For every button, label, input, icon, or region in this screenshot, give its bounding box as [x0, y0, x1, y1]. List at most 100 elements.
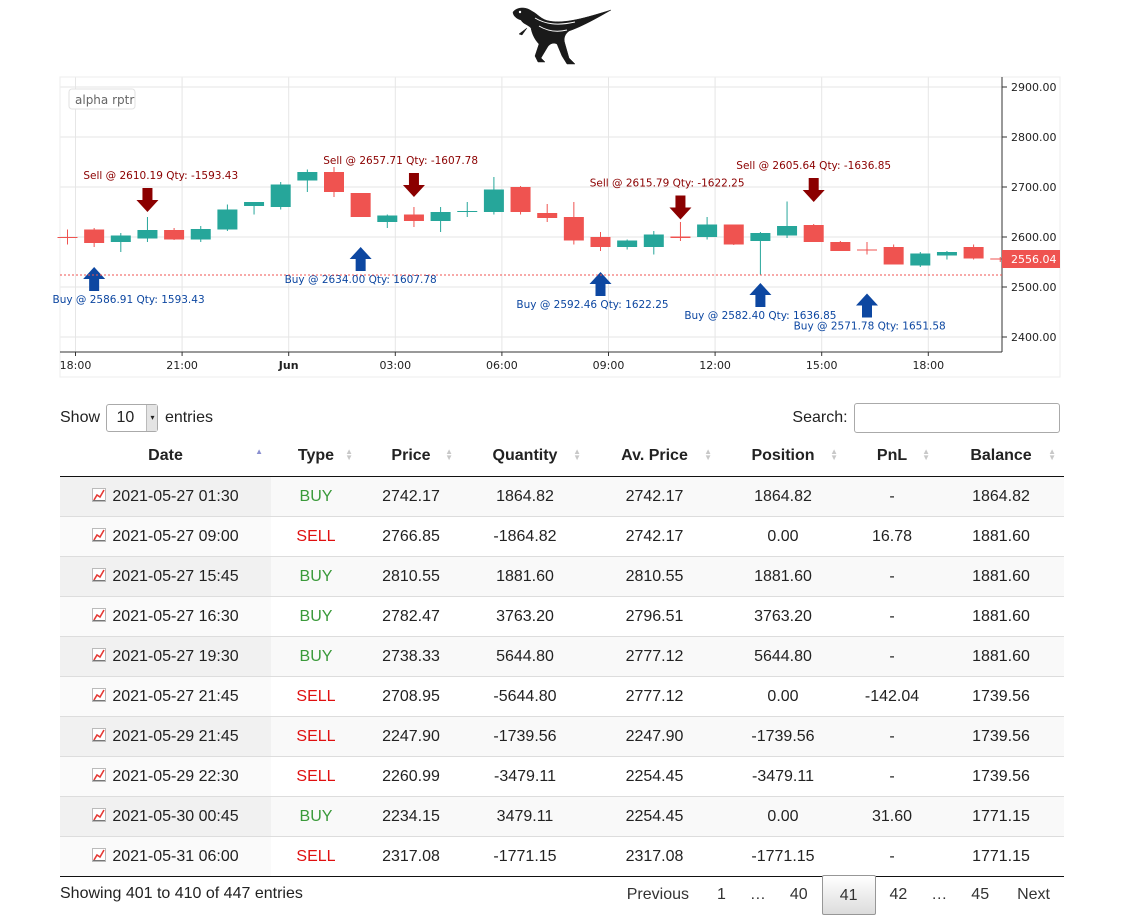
candle — [963, 244, 984, 260]
candle-body — [457, 211, 478, 212]
cell-av-price: 2254.45 — [589, 796, 720, 837]
candle — [750, 232, 771, 275]
plot-area-border — [59, 76, 1061, 378]
chart-link-icon[interactable] — [92, 767, 107, 782]
column-header-price[interactable]: Price ▲ ▼ — [361, 436, 461, 477]
candle-body — [777, 226, 798, 236]
chart-link-icon[interactable] — [92, 607, 107, 622]
cell-date[interactable]: 2021-05-29 21:45 — [60, 716, 271, 757]
sort-icon: ▲ ▼ — [445, 447, 453, 462]
chart-link-icon[interactable] — [92, 527, 107, 542]
page-button-42[interactable]: 42 — [889, 886, 908, 903]
candle — [430, 207, 451, 232]
candle-body — [84, 229, 105, 243]
entries-per-page-select[interactable]: 10 ▾ — [106, 403, 159, 432]
chart-axes: 2400.00 2500.00 2600.00 2700.00 2800.00 2900.… — [60, 77, 1060, 372]
candle-body — [643, 234, 664, 247]
y-tick-label: 2400.00 — [1011, 331, 1057, 344]
candle-body — [590, 237, 611, 247]
chart-link-icon[interactable] — [92, 687, 107, 702]
page-button-40[interactable]: 40 — [789, 886, 808, 903]
cell-balance: 1771.15 — [938, 836, 1064, 877]
previous-page-button[interactable]: Previous — [626, 886, 689, 903]
column-header-date[interactable]: Date ▲ — [60, 436, 271, 477]
cell-date[interactable]: 2021-05-27 16:30 — [60, 596, 271, 637]
table-row[interactable]: 2021-05-27 09:00 SELL 2766.85 -1864.82 2742.… — [60, 516, 1064, 557]
candle-body — [750, 233, 771, 241]
cell-type: SELL — [271, 676, 361, 717]
cell-date[interactable]: 2021-05-30 00:45 — [60, 796, 271, 837]
cell-date[interactable]: 2021-05-31 06:00 — [60, 836, 271, 877]
candle — [137, 217, 158, 242]
page-button-45[interactable]: 45 — [971, 886, 990, 903]
candle — [164, 228, 185, 240]
candle-body — [297, 172, 318, 181]
cell-av-price: 2810.55 — [589, 556, 720, 597]
sell-signal: Sell @ 2657.71 Qty: -1607.78 — [323, 155, 478, 197]
x-tick-label: 18:00 — [912, 359, 944, 372]
sell-signal: Sell @ 2610.19 Qty: -1593.43 — [83, 170, 238, 212]
chart-link-icon[interactable] — [92, 807, 107, 822]
cell-date[interactable]: 2021-05-27 19:30 — [60, 636, 271, 677]
column-header-type[interactable]: Type ▲ ▼ — [271, 436, 361, 477]
cell-pnl: - — [846, 716, 938, 757]
chart-link-icon[interactable] — [92, 647, 107, 662]
cell-av-price: 2777.12 — [589, 676, 720, 717]
next-page-button[interactable]: Next — [1017, 886, 1050, 903]
table-row[interactable]: 2021-05-27 16:30 BUY 2782.47 3763.20 2796.51… — [60, 596, 1064, 637]
candle — [57, 229, 78, 245]
candle — [830, 241, 851, 251]
chart-link-icon[interactable] — [92, 727, 107, 742]
column-header-balance[interactable]: Balance ▲ ▼ — [938, 436, 1064, 477]
cell-date[interactable]: 2021-05-29 22:30 — [60, 756, 271, 797]
page-button-1[interactable]: 1 — [717, 886, 726, 903]
chart-link-icon[interactable] — [92, 567, 107, 582]
table-row[interactable]: 2021-05-29 21:45 SELL 2247.90 -1739.56 2247.… — [60, 716, 1064, 757]
table-row[interactable]: 2021-05-31 06:00 SELL 2317.08 -1771.15 2317.… — [60, 836, 1064, 877]
chart-link-icon[interactable] — [92, 487, 107, 502]
candle-body — [57, 237, 78, 238]
x-tick-label: 18:00 — [60, 359, 92, 372]
table-row[interactable]: 2021-05-30 00:45 BUY 2234.15 3479.11 2254.45… — [60, 796, 1064, 837]
cell-balance: 1881.60 — [938, 596, 1064, 637]
price-chart[interactable]: alpha rptr Buy @ 2586.91 Qty: 1593.43 Sel… — [0, 0, 1121, 385]
column-header-position[interactable]: Position ▲ ▼ — [720, 436, 846, 477]
column-header-pnl[interactable]: PnL ▲ ▼ — [846, 436, 938, 477]
table-row[interactable]: 2021-05-27 01:30 BUY 2742.17 1864.82 2742.17… — [60, 476, 1064, 517]
cell-av-price: 2742.17 — [589, 516, 720, 557]
cell-balance: 1881.60 — [938, 516, 1064, 557]
chart-link-icon[interactable] — [92, 847, 107, 862]
table-row[interactable]: 2021-05-27 15:45 BUY 2810.55 1881.60 2810.55… — [60, 556, 1064, 597]
cell-price: 2234.15 — [361, 796, 461, 837]
trade-date: 2021-05-27 16:30 — [112, 607, 239, 625]
page-button-41[interactable]: 41 — [821, 875, 876, 915]
candle-body — [403, 214, 424, 221]
cell-date[interactable]: 2021-05-27 15:45 — [60, 556, 271, 597]
candle-body — [190, 229, 211, 240]
table-row[interactable]: 2021-05-27 19:30 BUY 2738.33 5644.80 2777.12… — [60, 636, 1064, 677]
cell-av-price: 2742.17 — [589, 476, 720, 517]
cell-position: 5644.80 — [720, 636, 846, 677]
candle — [883, 244, 904, 265]
candle — [217, 204, 238, 231]
column-header-label: Position — [751, 447, 815, 464]
search-input[interactable] — [854, 402, 1060, 433]
table-header: Date ▲ Type ▲ ▼ Price ▲ ▼ Quantity ▲ ▼ Av. Price ▲ ▼… — [60, 436, 1064, 477]
candle — [84, 228, 105, 247]
candle — [403, 207, 424, 227]
cell-type: SELL — [271, 716, 361, 757]
cell-date[interactable]: 2021-05-27 01:30 — [60, 476, 271, 517]
table-row[interactable]: 2021-05-29 22:30 SELL 2260.99 -3479.11 2254.… — [60, 756, 1064, 797]
trade-date: 2021-05-27 21:45 — [112, 687, 239, 705]
column-header-quantity[interactable]: Quantity ▲ ▼ — [461, 436, 589, 477]
cell-date[interactable]: 2021-05-27 09:00 — [60, 516, 271, 557]
table-row[interactable]: 2021-05-27 21:45 SELL 2708.95 -5644.80 2777.… — [60, 676, 1064, 717]
candle — [990, 257, 1011, 262]
cell-date[interactable]: 2021-05-27 21:45 — [60, 676, 271, 717]
column-header-av-price[interactable]: Av. Price ▲ ▼ — [589, 436, 720, 477]
table-body: 2021-05-27 01:30 BUY 2742.17 1864.82 2742.17… — [60, 476, 1064, 877]
cell-av-price: 2254.45 — [589, 756, 720, 797]
cell-pnl: - — [846, 756, 938, 797]
column-header-label: PnL — [876, 447, 908, 464]
candlestick-chart[interactable]: alpha rptr Buy @ 2586.91 Qty: 1593.43 Sel… — [0, 0, 1121, 385]
